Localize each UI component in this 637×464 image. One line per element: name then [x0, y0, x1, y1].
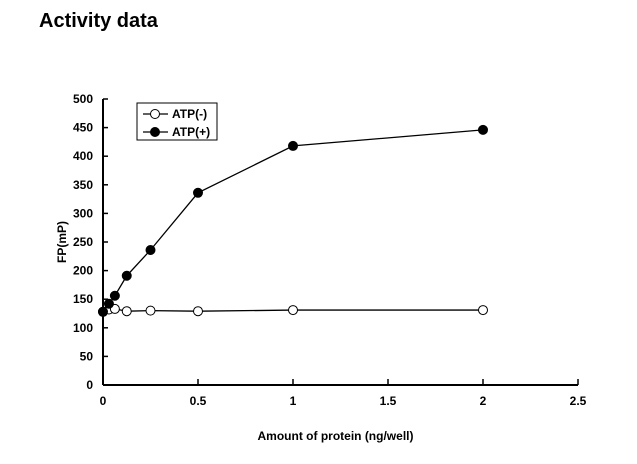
legend-marker: [150, 109, 160, 119]
y-tick-label: 250: [73, 235, 93, 249]
page-title: Activity data: [39, 10, 158, 32]
legend-label: ATP(-): [172, 107, 207, 121]
x-tick-label: 1: [290, 394, 297, 408]
data-point: [478, 124, 488, 135]
y-tick-label: 300: [73, 206, 93, 220]
y-tick-label: 400: [73, 149, 93, 163]
y-tick-label: 150: [73, 292, 93, 306]
x-axis-label: Amount of protein (ng/well): [258, 429, 414, 443]
y-tick-label: 450: [73, 121, 93, 135]
x-tick-label: 2: [480, 394, 487, 408]
data-point: [145, 245, 156, 256]
legend-label: ATP(+): [172, 125, 210, 139]
x-tick-label: 0: [100, 394, 107, 408]
y-tick-label: 500: [73, 92, 93, 106]
data-point: [121, 270, 132, 281]
series-line-ATP(+): [102, 129, 484, 313]
data-point: [103, 298, 114, 309]
x-tick-label: 0.5: [190, 394, 207, 408]
legend-marker: [150, 127, 160, 137]
data-point: [288, 305, 298, 316]
data-point: [98, 306, 108, 317]
legend-box: [136, 102, 218, 141]
y-tick-label: 50: [80, 349, 94, 363]
data-point: [121, 306, 132, 317]
data-point: [288, 140, 298, 151]
x-tick-label: 1.5: [380, 394, 397, 408]
data-point: [145, 305, 156, 316]
data-point: [193, 187, 203, 198]
x-tick-label: 2.5: [570, 394, 587, 408]
y-tick-label: 0: [86, 378, 93, 392]
y-axis-label: FP(mP): [55, 221, 69, 263]
data-point: [478, 305, 488, 316]
data-point: [193, 306, 203, 317]
data-point: [109, 290, 120, 301]
y-tick-label: 100: [73, 321, 93, 335]
y-tick-label: 350: [73, 178, 93, 192]
y-tick-label: 200: [73, 264, 93, 278]
